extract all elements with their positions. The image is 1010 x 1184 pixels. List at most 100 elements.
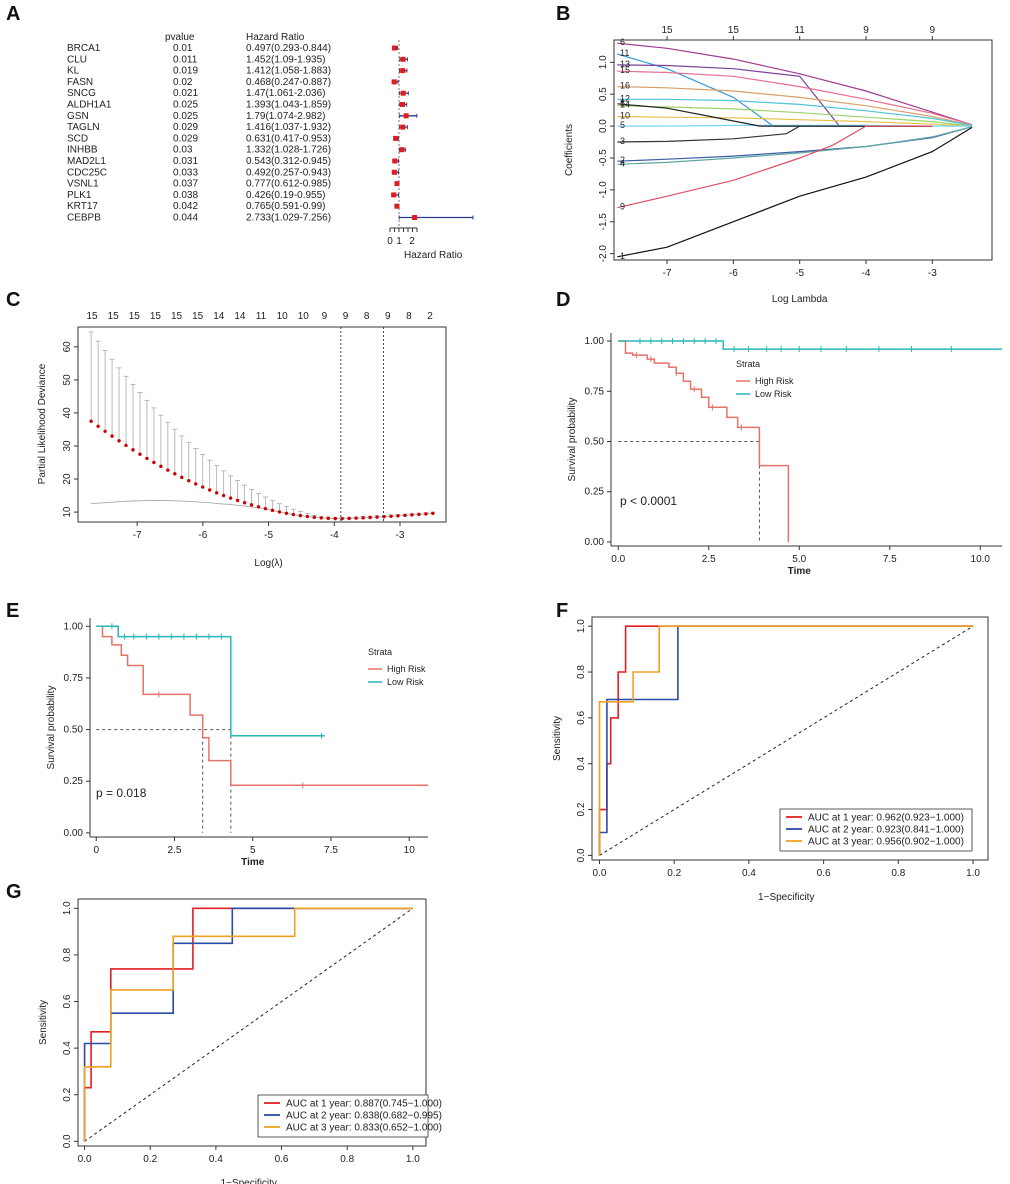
coef-path-label: 13: [620, 59, 630, 69]
roc-xlabel: 1−Specificity: [221, 1178, 277, 1184]
coef-path-3: [617, 125, 933, 143]
cv-mean-point: [375, 515, 379, 519]
roc-xtick-label: 0.6: [275, 1154, 289, 1165]
cv-mean-point: [368, 515, 372, 520]
panel-label-b: B: [556, 3, 570, 25]
panel-c-xlabel: Log(λ): [254, 558, 282, 569]
cv-mean-point: [431, 511, 435, 516]
panel-c-top-label: 9: [343, 311, 349, 322]
roc-ytick-label: 0.4: [576, 756, 587, 770]
hr-point: [391, 45, 397, 51]
cv-mean-point: [166, 468, 170, 472]
coef-path-label: 15: [620, 65, 630, 75]
panel-b-toptick-label: 15: [728, 25, 740, 36]
panel-e-km: 0.00 0.25 0.50 0.75 1.00 0 2.5 5 7.5 10 Strata High…: [46, 618, 428, 868]
roc-ytick-label: 0.6: [62, 994, 73, 1008]
panel-b-ytick-label: 0.5: [598, 87, 609, 101]
cv-mean-point: [96, 424, 100, 429]
km-ytick-label: 0.50: [585, 437, 605, 448]
roc-ytick-label: 0.0: [62, 1134, 73, 1148]
hr-point: [403, 113, 409, 119]
km-ytick-label: 0.50: [64, 725, 84, 736]
cv-mean-point: [256, 505, 261, 509]
roc-frame: [591, 616, 989, 861]
roc-xtick-label: 0.4: [209, 1154, 223, 1165]
cv-mean-point: [242, 501, 247, 505]
km-ytick-label: 0.75: [585, 386, 605, 397]
pvalue-label: 0.011: [173, 54, 198, 65]
roc-ytick-label: 0.4: [62, 1041, 73, 1055]
col-header-hazard-ratio: Hazard Ratio: [246, 32, 305, 43]
km-xtick-label: 0: [93, 845, 99, 856]
panel-g-roc: 0.0 0.2 0.4 0.6 0.8 1.0 0.0 0.2 0.4 0.6 0.8 1.0 AUC …: [38, 898, 442, 1184]
cv-mean-point: [194, 482, 198, 486]
roc-xtick-label: 0.4: [742, 868, 756, 879]
cv-mean-point: [284, 511, 289, 515]
km-ytick-label: 1.00: [64, 621, 84, 632]
legend-label: Low Risk: [755, 389, 792, 399]
roc-diagonal: [599, 625, 974, 856]
km-xlabel: Time: [788, 566, 812, 577]
panel-b-ytick-label: 1.0: [598, 55, 609, 69]
cv-mean-point: [214, 491, 219, 495]
panel-b-toptick-label: 11: [794, 25, 805, 36]
gene-label: CDC25C: [67, 167, 107, 178]
pvalue-annotation: p < 0.0001: [620, 494, 677, 508]
roc-ytick-label: 0.0: [576, 848, 587, 862]
cv-mean-point: [201, 485, 205, 489]
pvalue-label: 0.029: [173, 133, 198, 144]
coef-path-label: 5: [620, 120, 625, 130]
legend-label: High Risk: [387, 664, 426, 674]
cv-mean-point: [138, 452, 142, 456]
panel-label-f: F: [556, 600, 568, 622]
cv-mean-point: [382, 515, 386, 519]
km-xlabel: Time: [241, 857, 265, 868]
hr-point: [394, 181, 400, 187]
hr-point: [400, 102, 406, 107]
cv-mean-point: [228, 496, 233, 500]
hr-point: [400, 90, 406, 96]
coef-path-label: 3: [620, 136, 625, 146]
hr-label: 0.631(0.417-0.953): [246, 133, 331, 144]
roc-ylabel: Sensitivity: [38, 1000, 49, 1045]
panel-b-toptick-label: 15: [661, 25, 673, 36]
hr-label: 2.733(1.029-7.256): [246, 213, 331, 224]
coef-path-14: [617, 105, 973, 127]
pvalue-label: 0.031: [173, 156, 198, 167]
coef-path-11: [617, 53, 933, 127]
pvalue-label: 0.044: [173, 213, 198, 224]
hr-point: [400, 124, 406, 130]
panel-b-toptick-label: 9: [863, 25, 869, 36]
cv-mean-point: [424, 512, 428, 516]
panel-c-ytick-label: 40: [62, 407, 73, 419]
legend-label: Low Risk: [387, 677, 424, 687]
cv-mean-point: [305, 514, 310, 519]
gene-label: FASN: [67, 77, 93, 88]
roc-legend-label: AUC at 2 year: 0.923(0.841−1.000): [808, 825, 964, 836]
cv-mean-point: [131, 448, 135, 452]
panel-b-coefficients: -2.0-1.5-1.0-0.50.00.51.0-7 -6 -5 -4 -315 15 1…: [564, 25, 993, 305]
panel-c-top-label: 14: [213, 311, 225, 322]
panel-c-top-label: 11: [256, 311, 267, 322]
pvalue-label: 0.025: [173, 111, 198, 122]
coef-path-4: [617, 126, 973, 165]
hr-label: 0.543(0.312-0.945): [246, 156, 331, 167]
roc-xtick-label: 0.8: [891, 868, 905, 879]
panel-label-d: D: [556, 289, 570, 311]
coef-path-1: [617, 126, 973, 258]
pvalue-label: 0.038: [173, 190, 198, 201]
gene-label: SNCG: [67, 88, 96, 99]
km-ytick-label: 0.75: [64, 673, 84, 684]
coef-path-label: 12: [620, 93, 630, 103]
panel-b-xtick-label: -5: [795, 268, 804, 279]
cv-mean-point: [291, 512, 296, 517]
forest-xlabel: Hazard Ratio: [404, 250, 463, 261]
coef-path-9: [617, 125, 933, 209]
km-xtick-label: 5.0: [792, 554, 806, 565]
pvalue-label: 0.02: [173, 77, 193, 88]
cv-mean-point: [221, 493, 226, 498]
panel-c-xtick-label: -7: [133, 530, 142, 541]
cv-mean-point: [312, 515, 317, 520]
km-ylabel: Survival probability: [567, 398, 578, 482]
